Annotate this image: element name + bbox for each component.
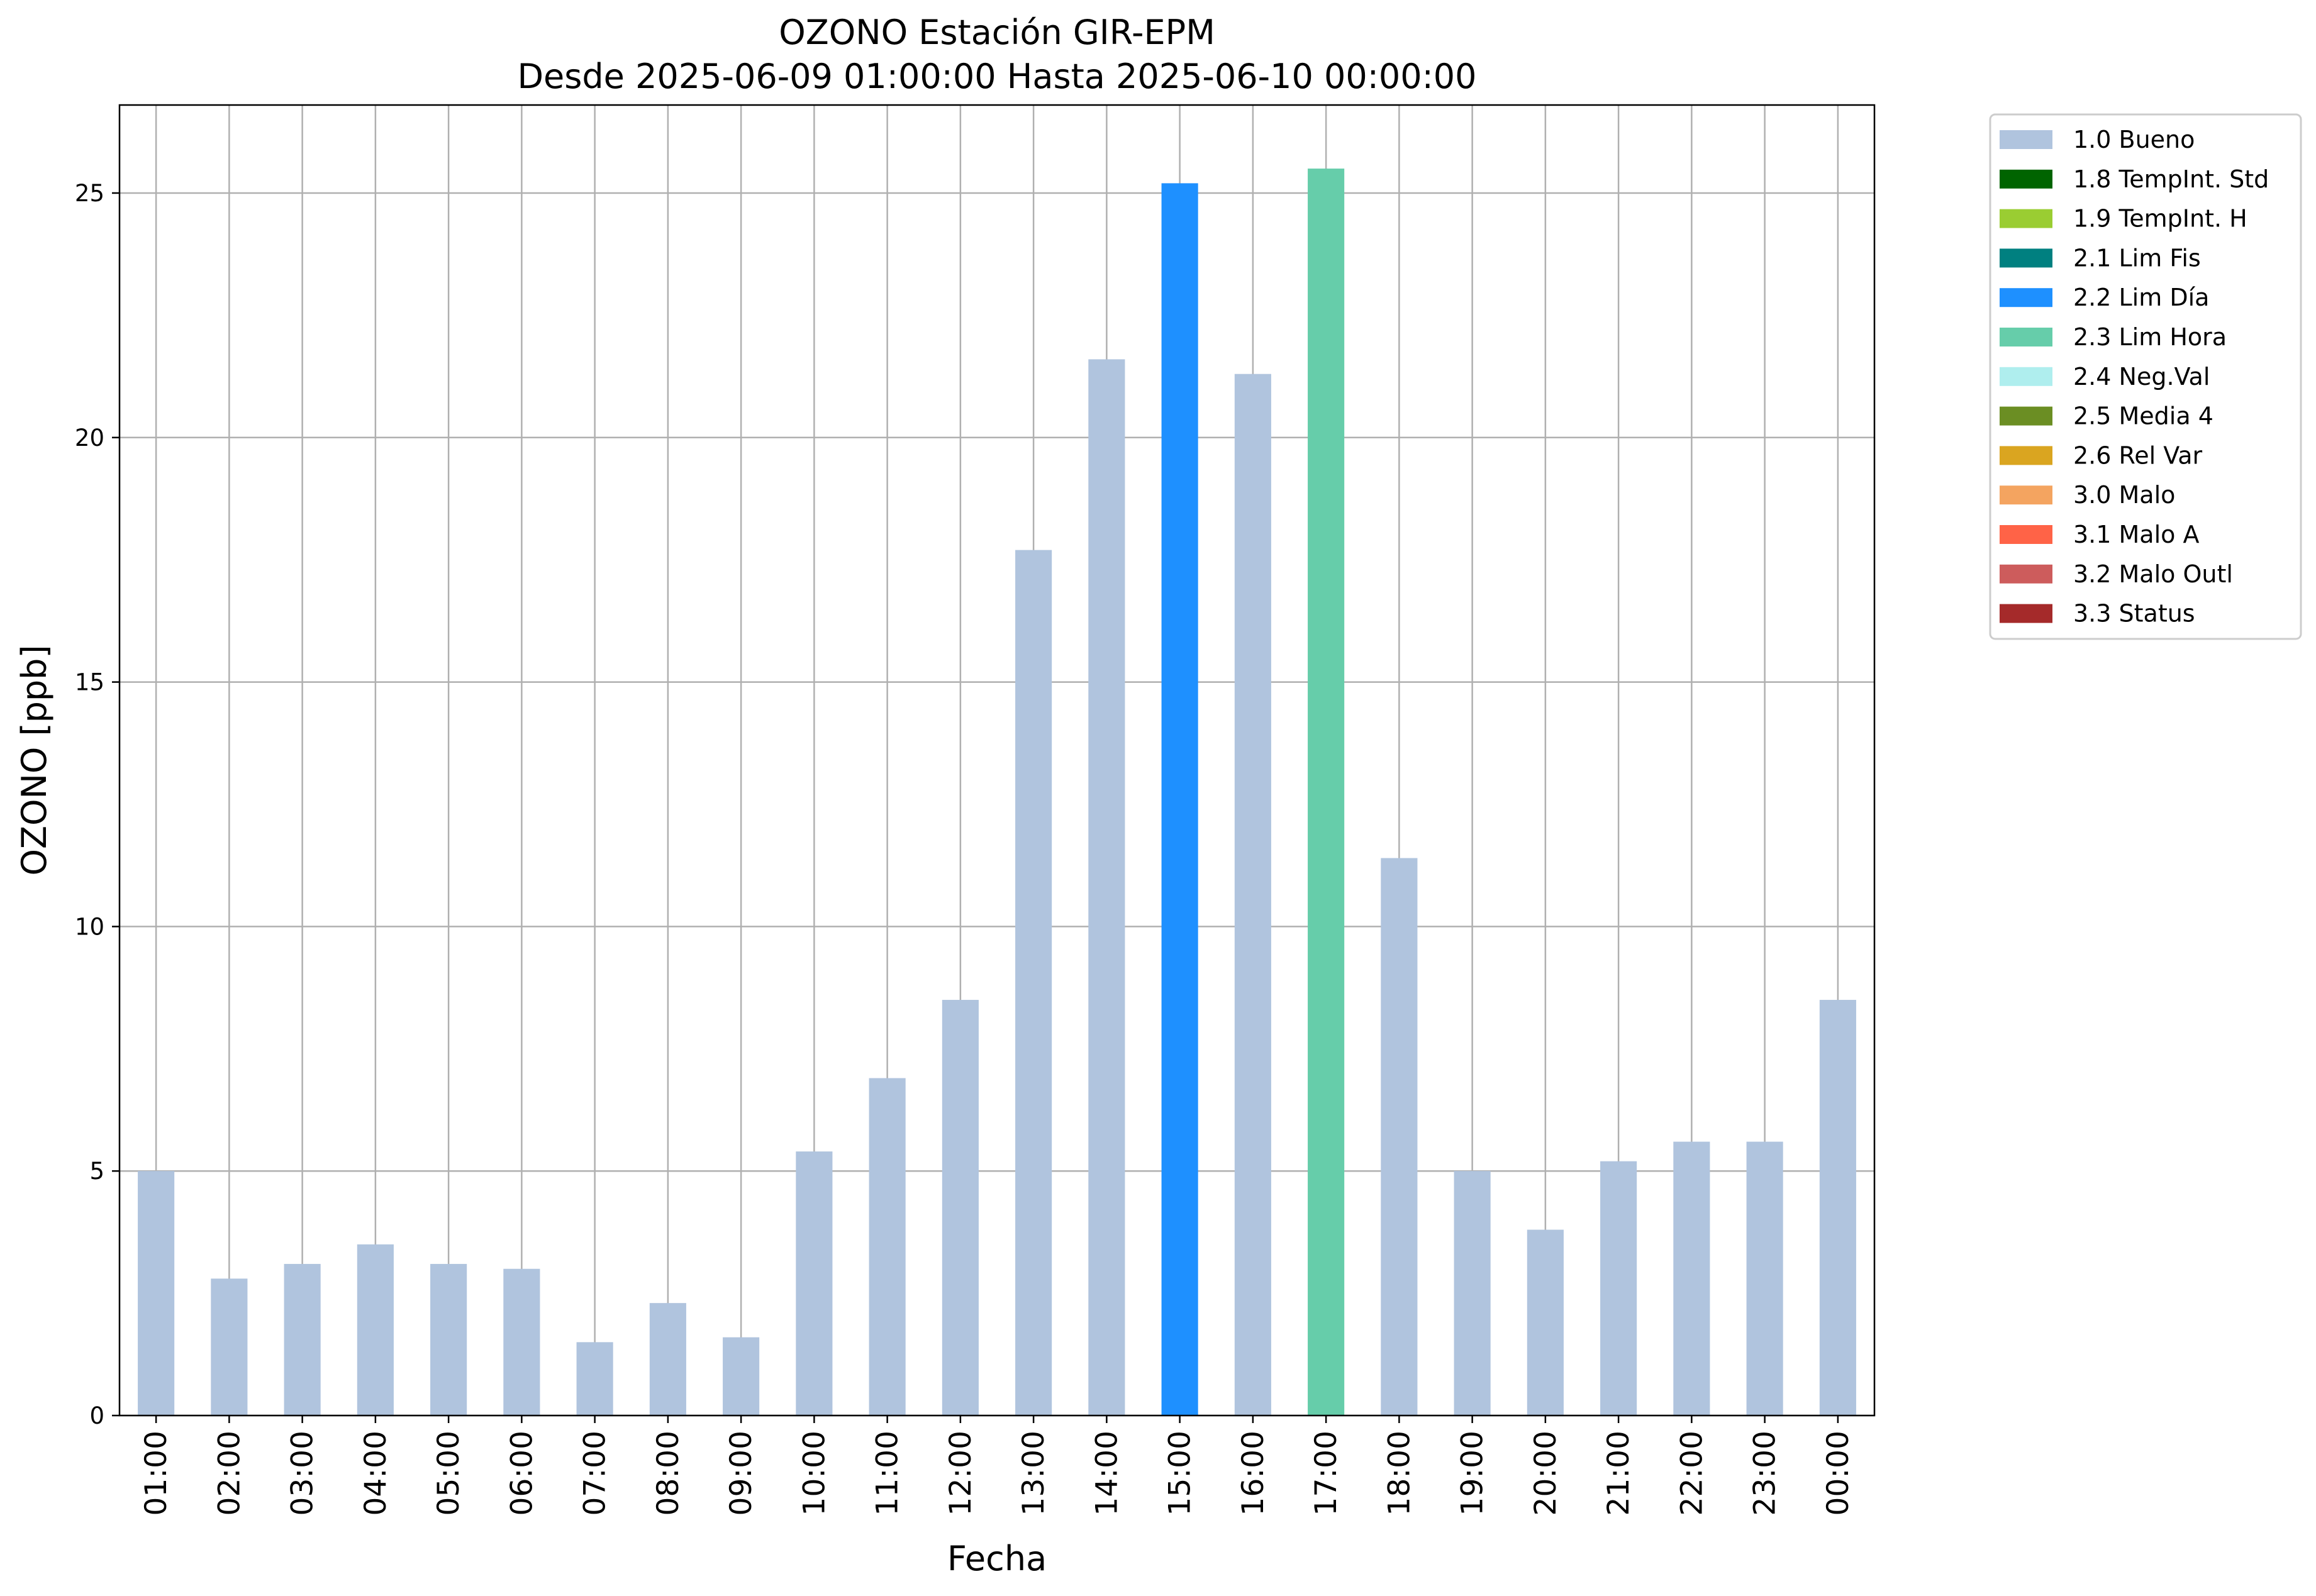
plot-frame [118,104,1876,1417]
legend-swatch [2000,169,2052,189]
y-axis-label: OZONO [ppb] [14,645,54,875]
legend-swatch [2000,485,2052,505]
bar-2100 [1600,1161,1637,1416]
bar-1100 [869,1078,906,1416]
x-tick-label: 20:00 [1528,1431,1563,1516]
legend-swatch [2000,446,2052,465]
bar-0400 [357,1244,394,1416]
x-tick-label: 03:00 [286,1431,320,1516]
x-tick-label: 12:00 [944,1431,978,1516]
x-tick-label: 21:00 [1601,1431,1636,1516]
bar-1800 [1381,858,1418,1416]
legend-label: 1.9 TempInt. H [2073,205,2247,233]
x-tick-label: 02:00 [212,1431,247,1516]
x-tick-label: 16:00 [1236,1431,1271,1516]
bar-0200 [211,1278,248,1416]
bar-2300 [1746,1141,1783,1416]
legend-swatch [2000,406,2052,426]
bar-1900 [1454,1171,1491,1416]
bar-0000 [1819,1000,1856,1416]
legend-swatch [2000,328,2052,346]
x-tick-label: 07:00 [578,1431,613,1516]
bar-0300 [284,1263,321,1416]
legend-label: 2.5 Media 4 [2073,402,2213,430]
legend: 1.0 Bueno 1.8 TempInt. Std 1.9 TempInt. H 2… [1989,113,2302,640]
legend-label: 3.2 Malo Outl [2073,560,2233,588]
bar-2200 [1673,1141,1710,1416]
legend-swatch [2000,248,2052,268]
bar-1700 [1308,169,1345,1416]
legend-label: 3.0 Malo [2073,481,2175,509]
x-tick-label: 00:00 [1821,1431,1856,1516]
legend-label: 2.4 Neg.Val [2073,363,2210,391]
bar-1200 [942,1000,979,1416]
legend-swatch [2000,130,2052,149]
x-tick-label: 23:00 [1748,1431,1783,1516]
legend-label: 2.2 Lim Día [2073,284,2209,311]
legend-swatch [2000,564,2052,584]
y-tick-label: 10 [75,913,104,940]
x-tick-label: 17:00 [1309,1431,1344,1516]
legend-label: 2.3 Lim Hora [2073,323,2227,351]
legend-label: 2.1 Lim Fis [2073,244,2201,272]
legend-label: 2.6 Rel Var [2073,441,2203,469]
y-tick-label: 25 [75,180,104,207]
legend-label: 1.0 Bueno [2073,126,2195,153]
x-tick-label: 04:00 [359,1431,393,1516]
x-axis-label: Fecha [947,1539,1047,1578]
bar-0100 [138,1171,175,1416]
x-tick-label: 08:00 [651,1431,686,1516]
legend-swatch [2000,604,2052,623]
bar-1600 [1234,374,1271,1416]
bar-0800 [649,1303,686,1416]
legend-label: 3.3 Status [2073,600,2195,628]
legend-frame [1989,113,2302,640]
bar-1500 [1161,183,1198,1416]
x-tick-label: 18:00 [1382,1431,1417,1516]
bar-0900 [723,1337,760,1416]
legend-swatch [2000,525,2052,544]
x-tick-label: 10:00 [797,1431,832,1516]
chart-title: OZONO Estación GIR-EPM [779,13,1215,52]
y-tick-label: 0 [89,1402,104,1429]
legend-label: 1.8 TempInt. Std [2073,165,2269,193]
x-tick-label: 01:00 [139,1431,174,1516]
bar-1400 [1088,359,1125,1416]
y-tick-label: 15 [75,669,104,696]
legend-label: 3.1 Malo A [2073,521,2199,548]
x-tick-label: 14:00 [1089,1431,1124,1516]
legend-swatch [2000,288,2052,308]
legend-swatch [2000,367,2052,386]
x-tick-label: 06:00 [504,1431,539,1516]
chart-subtitle: Desde 2025-06-09 01:00:00 Hasta 2025-06-… [517,57,1476,96]
bar-0700 [576,1342,613,1416]
x-tick-label: 09:00 [724,1431,759,1516]
bar-2000 [1527,1229,1564,1416]
x-tick-label: 05:00 [431,1431,466,1516]
y-tick-label: 20 [75,424,104,452]
y-tick-label: 5 [89,1158,104,1185]
x-tick-label: 13:00 [1016,1431,1051,1516]
legend-swatch [2000,209,2052,228]
bar-1000 [796,1151,833,1416]
bar-1300 [1015,550,1052,1416]
bar-0500 [430,1263,467,1416]
x-tick-label: 11:00 [871,1431,905,1516]
bar-0600 [503,1268,540,1416]
x-tick-label: 19:00 [1456,1431,1490,1516]
x-tick-label: 15:00 [1163,1431,1198,1516]
x-tick-label: 22:00 [1674,1431,1709,1516]
